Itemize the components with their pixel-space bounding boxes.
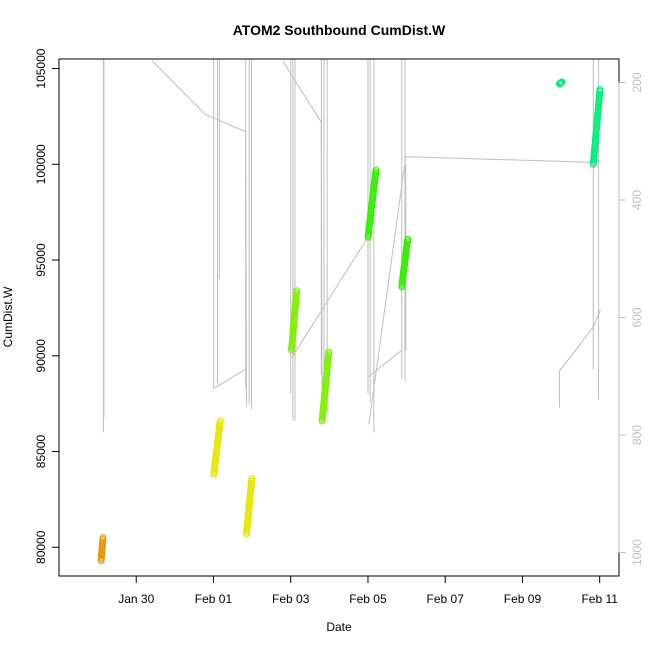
data-point <box>293 287 301 295</box>
right-tick-label: 400 <box>630 190 644 210</box>
right-axis: 200 400 600 800 1000 <box>618 72 644 566</box>
x-tick-label: Jan 30 <box>118 592 154 606</box>
x-axis: Jan 30 Feb 01 Feb 03 Feb 05 Feb 07 Feb 09 Feb … <box>118 575 618 606</box>
x-tick-label: Feb 11 <box>581 592 618 606</box>
chart-title: ATOM2 Southbound CumDist.W <box>233 22 446 38</box>
right-tick-label: 200 <box>630 72 644 92</box>
trace-path <box>367 349 403 378</box>
trace-path <box>282 60 323 421</box>
x-tick-label: Feb 01 <box>195 592 233 606</box>
y-axis-label: CumDist.W <box>1 286 15 347</box>
trace-path <box>291 236 369 358</box>
data-point <box>248 474 256 482</box>
data-point <box>216 417 224 425</box>
x-tick-label: Feb 07 <box>427 592 465 606</box>
data-point <box>325 348 333 356</box>
y-tick-label: 95000 <box>34 243 48 277</box>
y-tick-label: 80000 <box>34 530 48 564</box>
y-tick-label: 105000 <box>34 48 48 88</box>
data-point <box>99 534 107 542</box>
x-tick-label: Feb 05 <box>349 592 387 606</box>
right-tick-label: 1000 <box>630 539 644 566</box>
data-point <box>558 78 566 86</box>
x-tick-label: Feb 09 <box>504 592 542 606</box>
background-traces <box>103 59 601 433</box>
y-axis: 80000 85000 90000 95000 100000 105000 <box>34 48 60 564</box>
data-point <box>404 235 412 243</box>
trace-path <box>151 60 247 406</box>
data-point <box>372 166 380 174</box>
y-tick-label: 85000 <box>34 435 48 469</box>
y-tick-label: 90000 <box>34 339 48 373</box>
trace-path <box>213 368 246 389</box>
x-axis-label: Date <box>326 620 352 634</box>
trace-path <box>559 309 601 408</box>
right-tick-label: 600 <box>630 307 644 327</box>
x-tick-label: Feb 03 <box>272 592 310 606</box>
trace-path <box>368 156 594 425</box>
plot-frame <box>58 58 620 577</box>
data-points <box>97 78 604 565</box>
right-tick-label: 800 <box>630 425 644 445</box>
y-tick-label: 100000 <box>34 144 48 184</box>
data-point <box>596 86 604 94</box>
